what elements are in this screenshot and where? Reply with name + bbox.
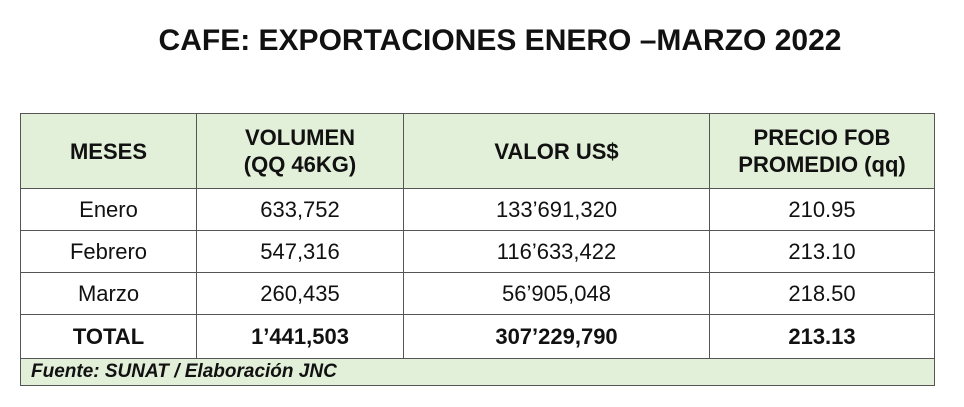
source-row: Fuente: SUNAT / Elaboración JNC xyxy=(20,358,935,386)
title: CAFE: EXPORTACIONES ENERO –MARZO 2022 xyxy=(158,24,842,57)
header-text: VALOR US$ xyxy=(494,138,619,164)
header-cell: VOLUMEN (QQ 46KG) xyxy=(196,113,404,189)
total-cell: 307’229,790 xyxy=(403,314,710,359)
cell: 116’633,422 xyxy=(403,230,710,273)
source-note: Fuente: SUNAT / Elaboración JNC xyxy=(20,358,935,386)
header-text: MESES xyxy=(69,138,148,164)
data-row: Febrero 547,316 116’633,422 213.10 xyxy=(20,230,935,273)
cell: Febrero xyxy=(20,230,197,273)
cell: 210.95 xyxy=(709,188,935,231)
cell: Marzo xyxy=(20,272,197,315)
cell: 218.50 xyxy=(709,272,935,315)
table-body: MESES VOLUMEN (QQ 46KG) VALOR US$ PRECIO FOB… xyxy=(20,113,935,386)
header-text: (QQ 46KG) xyxy=(243,152,357,177)
cell: 633,752 xyxy=(196,188,404,231)
header-cell: PRECIO FOB PROMEDIO (qq) xyxy=(709,113,935,189)
header-text: PRECIO FOB xyxy=(753,125,891,150)
total-row: TOTAL 1’441,503 307’229,790 213.13 xyxy=(20,314,935,359)
total-cell: 213.13 xyxy=(709,314,935,359)
cell: 213.10 xyxy=(709,230,935,273)
total-cell: 1’441,503 xyxy=(196,314,404,359)
header-text: PROMEDIO (qq) xyxy=(738,152,906,177)
header-text: VOLUMEN xyxy=(245,125,355,150)
cell: 260,435 xyxy=(196,272,404,315)
header-cell: VALOR US$ xyxy=(403,113,710,189)
data-row: Marzo 260,435 56’905,048 218.50 xyxy=(20,272,935,315)
export-table: MESES VOLUMEN (QQ 46KG) VALOR US$ PRECIO FOB… xyxy=(20,113,935,386)
total-cell: TOTAL xyxy=(20,314,197,359)
cell: 133’691,320 xyxy=(403,188,710,231)
cell: 56’905,048 xyxy=(403,272,710,315)
header-cell: MESES xyxy=(20,113,197,189)
cell: Enero xyxy=(20,188,197,231)
cell: 547,316 xyxy=(196,230,404,273)
header-row: MESES VOLUMEN (QQ 46KG) VALOR US$ PRECIO FOB… xyxy=(20,113,935,189)
data-row: Enero 633,752 133’691,320 210.95 xyxy=(20,188,935,231)
